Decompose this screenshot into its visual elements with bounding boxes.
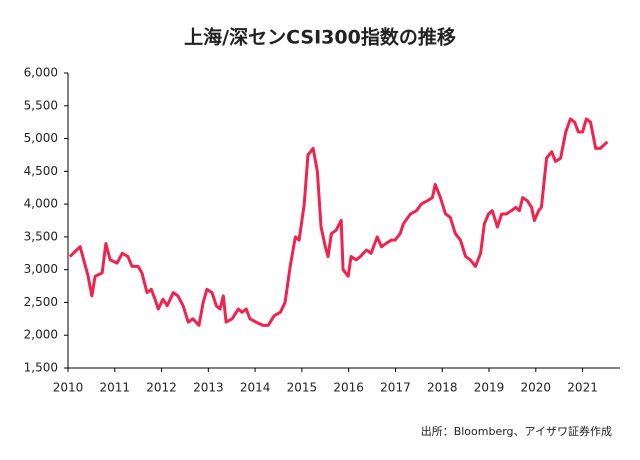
y-tick-label: 1,500	[24, 361, 58, 375]
y-tick-label: 3,500	[24, 229, 58, 243]
x-tick-label: 2011	[100, 381, 131, 395]
x-tick-label: 2012	[146, 381, 177, 395]
x-tick-label: 2020	[521, 381, 552, 395]
x-tick-label: 2014	[240, 381, 271, 395]
x-tick-label: 2021	[567, 381, 598, 395]
x-tick-label: 2017	[380, 381, 411, 395]
x-tick-label: 2015	[287, 381, 318, 395]
x-tick-label: 2018	[427, 381, 458, 395]
x-tick-label: 2010	[53, 381, 84, 395]
line-series	[68, 117, 609, 327]
y-tick-label: 2,500	[24, 295, 58, 309]
y-tick-label: 5,000	[24, 131, 58, 145]
y-tick-label: 3,000	[24, 262, 58, 276]
y-tick-label: 2,000	[24, 328, 58, 342]
x-tick-label: 2019	[474, 381, 505, 395]
y-tick-label: 4,500	[24, 164, 58, 178]
x-tick-label: 2016	[333, 381, 364, 395]
x-tick-label: 2013	[193, 381, 224, 395]
y-tick-label: 4,000	[24, 197, 58, 211]
y-tick-label: 6,000	[24, 66, 58, 80]
source-note: 出所：Bloomberg、アイザワ証券作成	[421, 424, 612, 438]
y-tick-label: 5,500	[24, 98, 58, 112]
chart-title: 上海/深センCSI300指数の推移	[184, 26, 456, 49]
